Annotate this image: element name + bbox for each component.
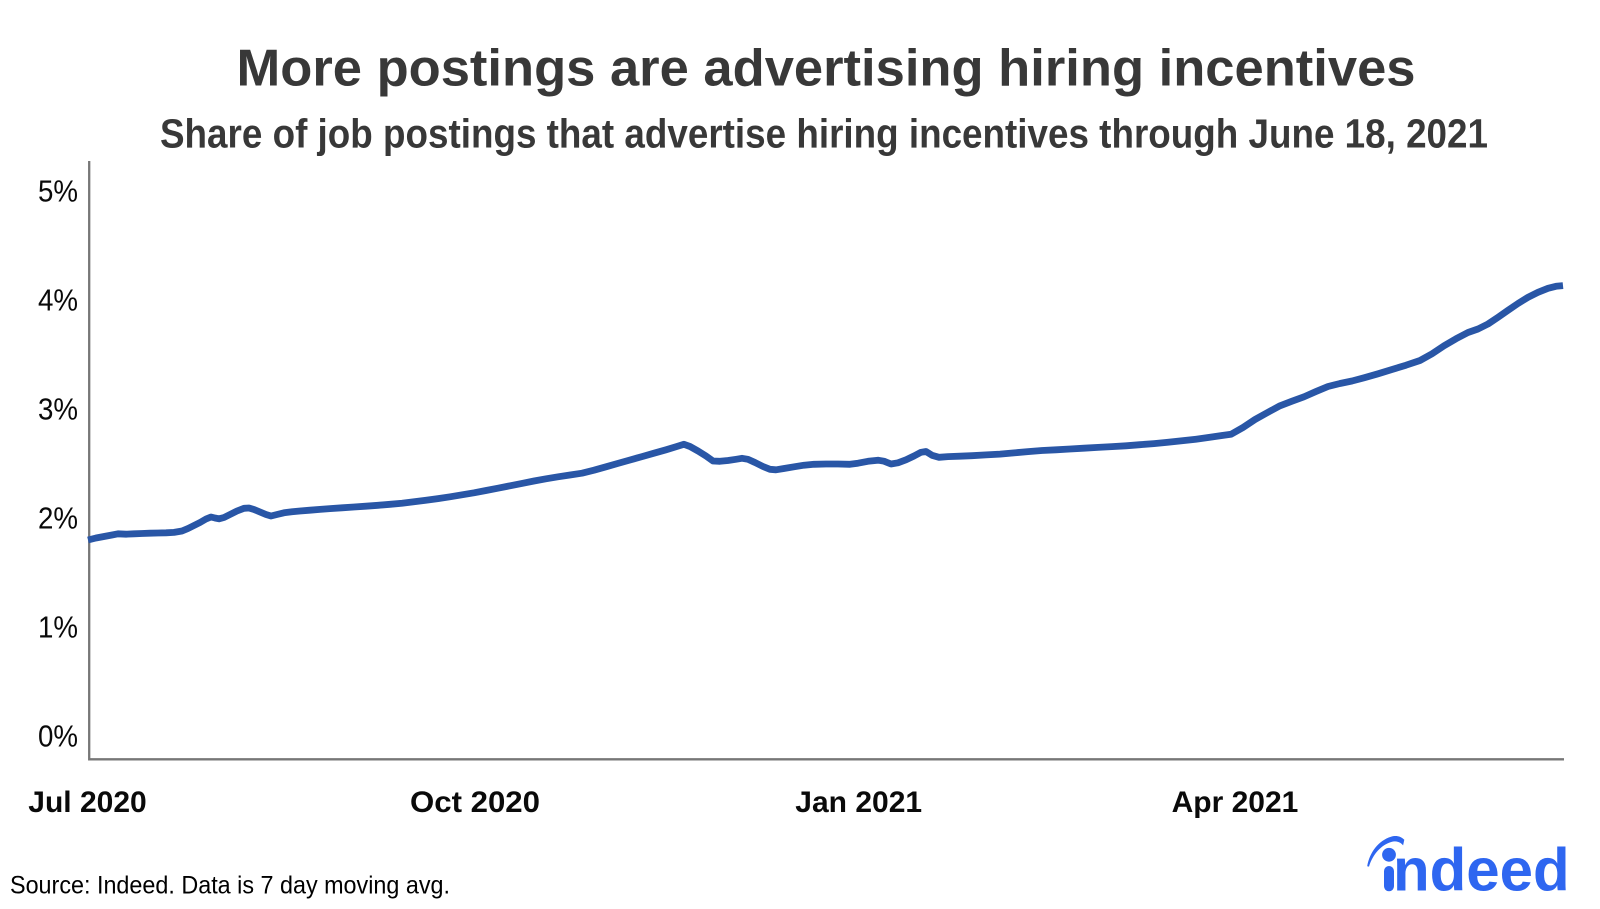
svg-text:More postings are advertising: More postings are advertising hiring inc… — [237, 39, 1416, 97]
svg-text:Apr 2021: Apr 2021 — [1172, 786, 1299, 819]
svg-text:3%: 3% — [38, 391, 78, 426]
svg-text:ndeed: ndeed — [1393, 837, 1570, 904]
svg-text:1%: 1% — [38, 609, 78, 644]
svg-text:Jan 2021: Jan 2021 — [795, 786, 922, 819]
svg-text:2%: 2% — [38, 500, 78, 535]
svg-text:4%: 4% — [38, 282, 78, 317]
svg-text:Source: Indeed. Data is 7 day: Source: Indeed. Data is 7 day moving avg… — [10, 872, 450, 900]
svg-text:0%: 0% — [38, 718, 78, 753]
svg-text:Jul 2020: Jul 2020 — [28, 786, 146, 819]
svg-text:Oct 2020: Oct 2020 — [410, 786, 540, 819]
svg-text:Share of job postings that adv: Share of job postings that advertise hir… — [160, 110, 1488, 156]
svg-text:5%: 5% — [38, 173, 78, 208]
